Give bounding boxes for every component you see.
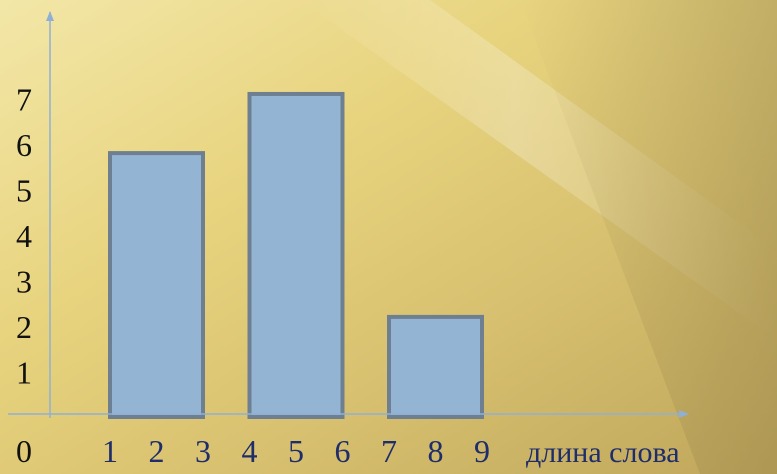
x-tick-label: 8 xyxy=(428,433,444,469)
x-tick-label: 2 xyxy=(149,433,165,469)
x-tick-label: 1 xyxy=(102,433,118,469)
x-tick-label: 6 xyxy=(335,433,351,469)
x-tick-label: 5 xyxy=(288,433,304,469)
bar-1 xyxy=(108,151,205,419)
y-tick-label: 5 xyxy=(16,173,32,209)
y-tick-label: 6 xyxy=(16,127,32,163)
bar-3 xyxy=(387,314,484,419)
x-tick-label: 4 xyxy=(242,433,258,469)
y-tick-label: 3 xyxy=(16,264,32,300)
background-shade xyxy=(520,0,777,474)
bars-layer xyxy=(108,91,484,419)
x-axis-label: длина слова xyxy=(526,436,680,469)
bar-2 xyxy=(247,91,345,419)
y-tick-label: 4 xyxy=(16,218,32,254)
y-tick-label: 0 xyxy=(16,433,32,469)
y-tick-label: 2 xyxy=(16,309,32,345)
y-ticks-layer: 0 1 2 3 4 5 6 7 xyxy=(16,82,32,470)
y-tick-label: 7 xyxy=(16,82,32,118)
x-tick-label: 7 xyxy=(381,433,397,469)
y-tick-label: 1 xyxy=(16,355,32,391)
x-tick-label: 9 xyxy=(474,433,490,469)
x-tick-label: 3 xyxy=(195,433,211,469)
